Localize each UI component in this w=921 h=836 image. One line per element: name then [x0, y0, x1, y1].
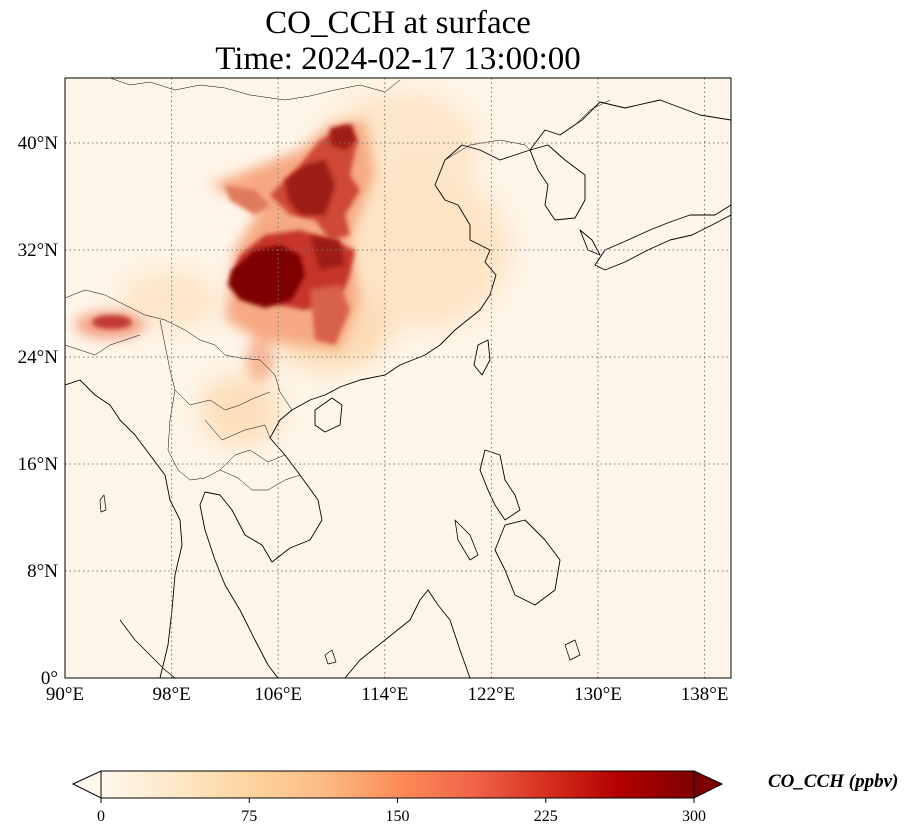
longitude-axis: 90°E 98°E 106°E 114°E 122°E 130°E 138°E	[46, 684, 729, 705]
lon-tick-label: 106°E	[254, 684, 302, 705]
lat-tick-label: 16°N	[18, 454, 59, 475]
co-concentration-field	[75, 90, 510, 445]
lon-tick-label: 138°E	[681, 684, 729, 705]
colorbar: 0 75 150 225 300	[71, 770, 724, 825]
chart-subtitle-time: Time: 2024-02-17 13:00:00	[215, 41, 581, 77]
lon-tick-label: 114°E	[361, 684, 408, 705]
colorbar-tick-label: 150	[386, 808, 410, 825]
lat-tick-label: 40°N	[18, 133, 59, 154]
colorbar-tick-label: 225	[534, 808, 558, 825]
lat-tick-label: 0°	[41, 668, 58, 689]
country-borders	[65, 78, 611, 491]
colorbar-extend-low	[71, 770, 102, 799]
colorbar-gradient	[100, 770, 695, 799]
lat-tick-label: 32°N	[18, 240, 59, 261]
colorbar-tick-label: 300	[682, 808, 706, 825]
gridlines	[65, 78, 731, 678]
lon-tick-label: 90°E	[46, 684, 84, 705]
latitude-axis: 0° 8°N 16°N 24°N 32°N 40°N	[18, 133, 59, 689]
lon-tick-label: 98°E	[152, 684, 190, 705]
colorbar-tick-label: 75	[241, 808, 257, 825]
lon-tick-label: 130°E	[574, 684, 622, 705]
lon-tick-label: 122°E	[468, 684, 516, 705]
colorbar-tick-label: 0	[97, 808, 105, 825]
lat-tick-label: 24°N	[18, 347, 59, 368]
lat-tick-label: 8°N	[27, 561, 58, 582]
colorbar-label: CO_CCH (ppbv)	[768, 771, 899, 792]
map-frame	[64, 77, 732, 679]
chart-title: CO_CCH at surface	[265, 5, 531, 41]
colorbar-extend-high	[693, 770, 724, 799]
